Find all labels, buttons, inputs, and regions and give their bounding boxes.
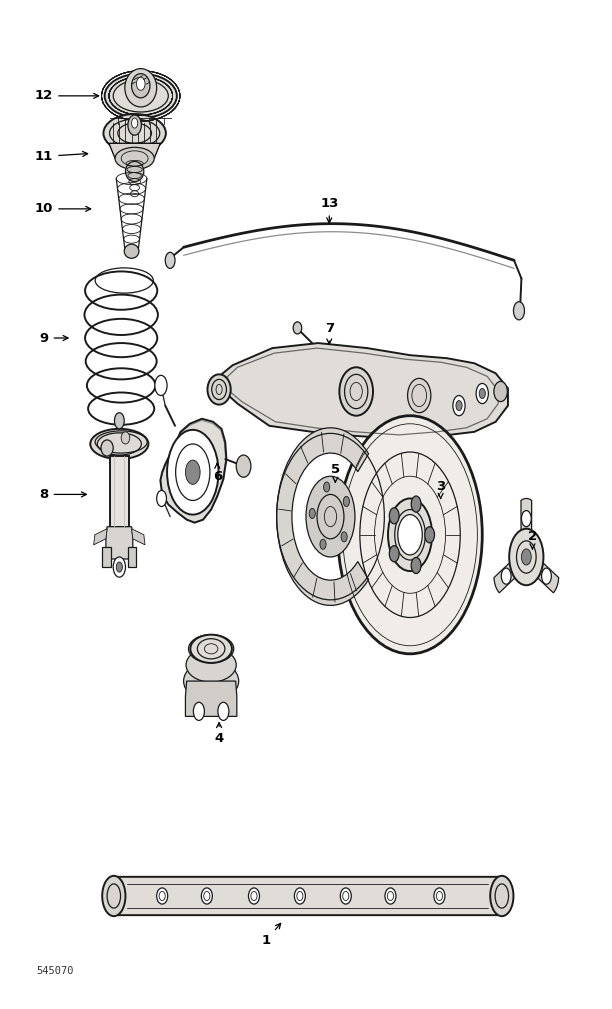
Polygon shape bbox=[94, 529, 107, 545]
Ellipse shape bbox=[293, 322, 302, 334]
Circle shape bbox=[306, 476, 355, 557]
Circle shape bbox=[341, 532, 347, 542]
Ellipse shape bbox=[248, 888, 259, 904]
Ellipse shape bbox=[184, 661, 239, 701]
Circle shape bbox=[509, 529, 543, 585]
Ellipse shape bbox=[124, 244, 139, 258]
Ellipse shape bbox=[434, 888, 445, 904]
Ellipse shape bbox=[125, 161, 144, 182]
Ellipse shape bbox=[105, 74, 177, 118]
Text: 545070: 545070 bbox=[36, 966, 74, 976]
Circle shape bbox=[521, 511, 531, 527]
Ellipse shape bbox=[207, 374, 231, 405]
Ellipse shape bbox=[121, 432, 130, 444]
Circle shape bbox=[309, 509, 315, 519]
Circle shape bbox=[542, 568, 551, 584]
Text: 4: 4 bbox=[214, 722, 224, 745]
Ellipse shape bbox=[186, 648, 236, 682]
Ellipse shape bbox=[125, 69, 157, 107]
Circle shape bbox=[411, 557, 421, 573]
Text: 8: 8 bbox=[39, 488, 86, 500]
Polygon shape bbox=[532, 557, 559, 593]
Circle shape bbox=[476, 383, 488, 404]
Text: 3: 3 bbox=[436, 480, 446, 498]
Polygon shape bbox=[132, 529, 145, 545]
Ellipse shape bbox=[102, 876, 125, 916]
Polygon shape bbox=[160, 419, 226, 523]
Ellipse shape bbox=[338, 416, 482, 654]
Circle shape bbox=[343, 496, 349, 507]
Ellipse shape bbox=[339, 367, 373, 416]
Circle shape bbox=[185, 460, 200, 484]
Ellipse shape bbox=[236, 455, 251, 477]
Ellipse shape bbox=[201, 888, 212, 904]
Text: 12: 12 bbox=[35, 90, 99, 102]
Circle shape bbox=[501, 568, 511, 584]
Circle shape bbox=[320, 539, 326, 549]
Circle shape bbox=[157, 490, 166, 507]
Circle shape bbox=[389, 508, 399, 524]
Text: 5: 5 bbox=[331, 463, 340, 482]
Circle shape bbox=[411, 496, 421, 513]
Ellipse shape bbox=[114, 413, 124, 429]
Ellipse shape bbox=[90, 429, 148, 459]
Ellipse shape bbox=[385, 888, 396, 904]
Ellipse shape bbox=[340, 888, 351, 904]
Ellipse shape bbox=[294, 888, 305, 904]
Text: 11: 11 bbox=[35, 150, 88, 162]
Text: 1: 1 bbox=[262, 923, 281, 946]
Circle shape bbox=[116, 562, 122, 572]
Ellipse shape bbox=[132, 118, 138, 128]
Text: 13: 13 bbox=[320, 198, 338, 223]
Circle shape bbox=[425, 527, 435, 543]
Ellipse shape bbox=[490, 876, 513, 916]
Text: 6: 6 bbox=[212, 463, 222, 482]
Polygon shape bbox=[109, 143, 160, 158]
Ellipse shape bbox=[103, 114, 166, 152]
Ellipse shape bbox=[157, 888, 168, 904]
Text: 9: 9 bbox=[40, 332, 68, 344]
Ellipse shape bbox=[115, 147, 154, 170]
Circle shape bbox=[521, 549, 531, 565]
Ellipse shape bbox=[190, 635, 232, 663]
Circle shape bbox=[479, 388, 485, 399]
Ellipse shape bbox=[101, 440, 113, 456]
Polygon shape bbox=[110, 456, 129, 527]
Polygon shape bbox=[213, 343, 508, 439]
Ellipse shape bbox=[408, 378, 431, 413]
Circle shape bbox=[456, 401, 462, 411]
Circle shape bbox=[389, 546, 399, 562]
Circle shape bbox=[398, 515, 422, 555]
Wedge shape bbox=[277, 428, 368, 605]
Circle shape bbox=[218, 702, 229, 720]
Polygon shape bbox=[128, 547, 136, 567]
Polygon shape bbox=[185, 681, 237, 716]
Ellipse shape bbox=[136, 78, 145, 90]
Polygon shape bbox=[112, 877, 504, 915]
Polygon shape bbox=[102, 547, 111, 567]
Polygon shape bbox=[494, 557, 521, 593]
Circle shape bbox=[324, 482, 330, 492]
Ellipse shape bbox=[188, 635, 234, 663]
Text: 2: 2 bbox=[528, 531, 537, 549]
Polygon shape bbox=[106, 527, 133, 559]
Polygon shape bbox=[521, 498, 532, 541]
Circle shape bbox=[167, 430, 218, 515]
Circle shape bbox=[165, 252, 175, 268]
Circle shape bbox=[193, 702, 204, 720]
Text: 7: 7 bbox=[325, 323, 334, 344]
Circle shape bbox=[155, 375, 167, 396]
Circle shape bbox=[453, 396, 465, 416]
Ellipse shape bbox=[132, 74, 150, 98]
Ellipse shape bbox=[388, 498, 432, 571]
Text: 10: 10 bbox=[35, 203, 91, 215]
Circle shape bbox=[513, 302, 524, 320]
Ellipse shape bbox=[128, 115, 141, 135]
Circle shape bbox=[113, 557, 125, 577]
Ellipse shape bbox=[494, 381, 507, 402]
